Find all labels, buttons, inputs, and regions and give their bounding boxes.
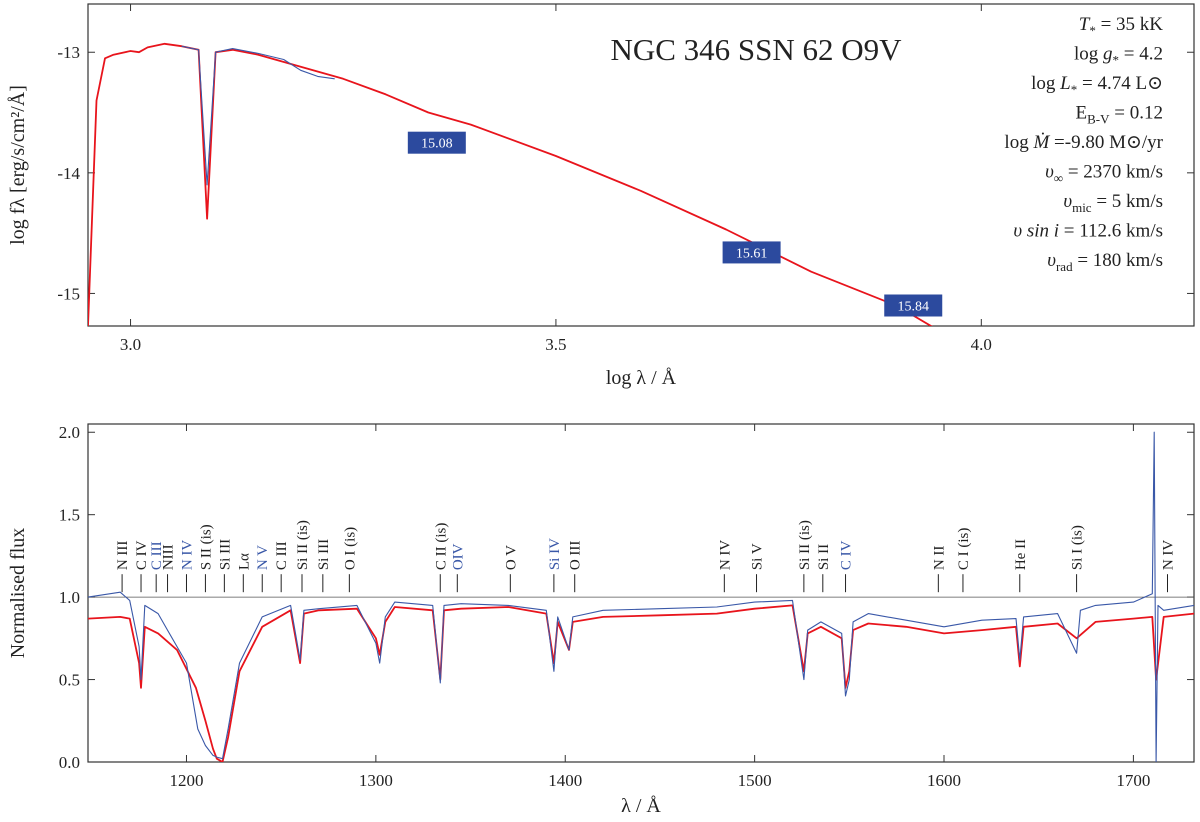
- line-id-label: C III: [149, 541, 165, 570]
- parameter-line: υrad = 180 km/s: [1047, 250, 1163, 274]
- spectrum-y-tick-label: 0.5: [59, 671, 80, 690]
- spectrum-y-tick-label: 1.5: [59, 506, 80, 525]
- sed-series: [88, 42, 933, 326]
- line-id-label: N II: [931, 546, 947, 571]
- sed-y-tick-label: -15: [57, 284, 80, 303]
- line-id-label: N III: [115, 541, 131, 571]
- sed-y-tick-label: -13: [57, 43, 80, 62]
- magnitude-box: [722, 241, 781, 264]
- line-id-label: C IV: [134, 540, 150, 570]
- spectrum-x-tick-label: 1400: [548, 771, 582, 790]
- spectrum-y-tick-label: 2.0: [59, 423, 80, 442]
- parameter-line: υ∞ = 2370 km/s: [1045, 162, 1163, 186]
- spectrum-x-tick-label: 1700: [1116, 771, 1150, 790]
- line-id-label: O I (is): [342, 527, 358, 570]
- line-id-label: N IV: [179, 540, 195, 571]
- line-id-label: Lα: [236, 553, 252, 570]
- spectrum-model-line: [88, 604, 1194, 762]
- spectrum-series: [88, 431, 1194, 762]
- magnitude-box: [407, 131, 466, 154]
- sed-ticks: 3.0 3.5 4.0 -13 -14 -15: [57, 4, 1194, 354]
- parameter-line: log L* = 4.74 L⊙: [1031, 73, 1163, 97]
- line-id-label: Si II (is): [295, 520, 311, 570]
- sed-x-tick-label: 3.0: [120, 335, 141, 354]
- line-id-label: Si II: [816, 544, 832, 570]
- spectrum-plot-frame: [87, 423, 1195, 763]
- parameter-line: log g* = 4.2: [1074, 44, 1163, 68]
- magnitude-label: 15.61: [736, 246, 768, 261]
- line-id-label: Si I (is): [1070, 525, 1086, 570]
- line-id-label: OIV: [450, 543, 466, 570]
- magnitude-label: 15.84: [897, 299, 929, 314]
- sed-model-line: [88, 42, 933, 326]
- magnitude-label: 15.08: [421, 137, 453, 152]
- sed-magnitude-labels: 15.08 15.61 15.84: [407, 131, 943, 317]
- sed-y-tick-label: -14: [57, 164, 80, 183]
- sed-panel: 3.0 3.5 4.0 -13 -14 -15 15.08 15.61 15.84 NGC 3…: [7, 3, 1195, 389]
- line-id-label: He II: [1013, 539, 1029, 570]
- spectrum-panel: 1200 1300 1400 1500 1600 17000.00.51.01.52.0 …: [7, 423, 1195, 817]
- line-id-label: N V: [255, 545, 271, 570]
- line-id-label: C IV: [839, 540, 855, 570]
- sed-x-tick-label: 3.5: [545, 335, 566, 354]
- spectrum-x-tick-label: 1300: [359, 771, 393, 790]
- sed-plot-frame: [87, 3, 1195, 327]
- line-id-label: Si IV: [547, 538, 563, 570]
- sed-observed-line: [181, 45, 335, 186]
- spectrum-y-axis-label: Normalised flux: [7, 528, 29, 659]
- line-id-label: N IV: [717, 540, 733, 571]
- line-id-label: C II (is): [433, 523, 449, 571]
- line-id-label: Si III: [316, 539, 332, 570]
- spectrum-y-tick-label: 1.0: [59, 588, 80, 607]
- parameter-line: T* = 35 kK: [1079, 14, 1164, 38]
- line-id-label: O III: [568, 541, 584, 571]
- sed-title: NGC 346 SSN 62 O9V: [610, 32, 902, 67]
- line-id-label: Si V: [750, 543, 766, 570]
- parameter-line: υ sin i = 112.6 km/s: [1013, 221, 1163, 242]
- line-id-label: Si II (is): [797, 520, 813, 570]
- line-id-label: C I (is): [956, 528, 972, 571]
- spectrum-x-tick-label: 1600: [927, 771, 961, 790]
- line-id-label: O V: [503, 545, 519, 570]
- spectrum-observed-line: [88, 431, 1194, 762]
- spectrum-ticks: 1200 1300 1400 1500 1600 1700 0.0 0.5 1.0 1.5 2.0: [59, 423, 1194, 790]
- sed-x-tick-label: 4.0: [971, 335, 992, 354]
- sed-y-axis-label: log fλ [erg/s/cm²/Å]: [7, 85, 29, 245]
- line-id-label: N IV: [1160, 540, 1176, 571]
- parameter-table: T* = 35 kK log g* = 4.2 log L* = 4.74 L⊙ EB…: [1004, 14, 1163, 274]
- line-id-label: NIII: [161, 544, 177, 570]
- magnitude-box: [884, 294, 943, 317]
- spectrum-x-axis-label: λ / Å: [621, 795, 661, 817]
- line-id-label: S II (is): [198, 524, 214, 570]
- parameter-line: υmic = 5 km/s: [1063, 191, 1163, 215]
- parameter-line: EB-V = 0.12: [1076, 103, 1163, 127]
- line-id-label: C III: [274, 541, 290, 570]
- spectrum-y-tick-label: 0.0: [59, 753, 80, 772]
- spectrum-x-tick-label: 1500: [738, 771, 772, 790]
- spectrum-x-tick-label: 1200: [169, 771, 203, 790]
- line-id-label: Si III: [217, 539, 233, 570]
- parameter-line: log Ṁ =-9.80 M⊙/yr: [1004, 132, 1163, 153]
- sed-x-axis-label: log λ / Å: [606, 367, 677, 389]
